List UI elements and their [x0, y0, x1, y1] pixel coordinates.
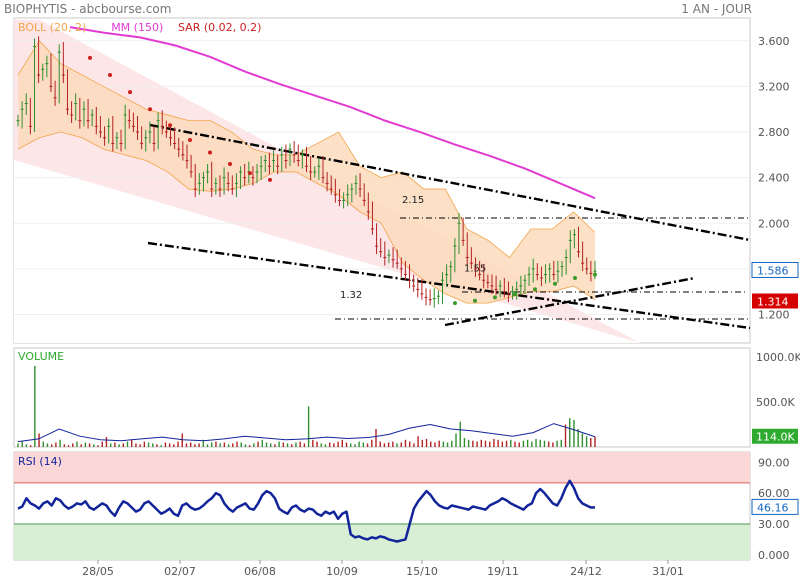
trend-line	[147, 241, 751, 330]
volume-tick-label: 1000.0K	[756, 351, 800, 364]
sar-dot	[268, 177, 272, 182]
sar-dot	[108, 73, 112, 78]
rsi-current-box	[751, 498, 799, 515]
sar-dot	[513, 291, 517, 296]
sar-dot	[453, 301, 457, 306]
sar-dot	[228, 161, 232, 166]
x-tick-label: 06/08	[244, 565, 276, 578]
sar-dot	[248, 171, 252, 176]
price-tick-label: 2.400	[758, 172, 790, 185]
price-tick-label: 1.200	[758, 308, 790, 321]
sar-dot	[128, 90, 132, 95]
level-annotation: 1.32	[340, 290, 362, 301]
moving-average-line	[69, 26, 596, 200]
sar-dot	[208, 150, 212, 155]
rsi-current-label: 46.16	[757, 501, 789, 514]
price-tick-label: 3.600	[758, 35, 790, 48]
bollinger-lower	[17, 131, 596, 304]
x-tick-label: 31/01	[652, 565, 684, 578]
sar-dot	[168, 123, 172, 128]
chart-header-title: BIOPHYTIS - abcbourse.com	[4, 2, 172, 16]
price-chart: 2.15 1.55 1.32 BOLL (20, 2) MM (150) SAR (0.0…	[14, 20, 751, 343]
sar-dot	[188, 138, 192, 143]
volume-tick-label: 500.0K	[756, 396, 795, 409]
sar-dot	[593, 272, 597, 277]
volume-chart: VOLUME	[17, 350, 596, 447]
trend-line	[444, 276, 696, 327]
rsi-tick-label: 90.00	[758, 456, 790, 469]
current-price-box	[751, 261, 799, 278]
x-tick-label: 28/05	[82, 565, 114, 578]
level-low-box	[752, 293, 798, 309]
sar-dot	[473, 298, 477, 303]
x-tick-label: 19/11	[487, 565, 519, 578]
chart-period-label[interactable]: 1 AN - JOUR	[681, 2, 752, 16]
rsi-tick-label: 60.00	[758, 487, 790, 500]
sar-dot	[573, 276, 577, 280]
rsi-tick-label: 30.00	[758, 518, 790, 531]
legend-entry: SAR (0.02, 0.2)	[178, 21, 261, 34]
sar-dot	[553, 281, 557, 286]
price-tick-label: 2.800	[758, 126, 790, 139]
price-tick-label: 2.000	[758, 217, 790, 230]
legend-entry: MM (150)	[111, 21, 163, 34]
price-tick-label: 3.200	[758, 80, 790, 93]
sar-dot	[88, 55, 92, 60]
sar-dot	[493, 295, 497, 300]
x-tick-label: 10/09	[326, 565, 358, 578]
volume-current-box	[752, 428, 798, 444]
sar-dot	[533, 287, 537, 292]
volume-average-line	[17, 423, 596, 443]
volume-current-label: 114.0K	[756, 431, 795, 444]
x-tick-label: 24/12	[570, 565, 602, 578]
level-annotation: 2.15	[402, 195, 424, 206]
axes: 3.6003.2002.8002.4002.0001.6001.2001.586…	[82, 35, 800, 578]
x-tick-label: 02/07	[164, 565, 196, 578]
volume-panel-frame	[13, 347, 751, 448]
level-annotation: 1.55	[464, 264, 486, 275]
rsi-line	[17, 479, 596, 543]
volume-title: VOLUME	[18, 350, 64, 363]
rsi-oversold-band	[14, 524, 750, 560]
level-low-label: 1.314	[757, 295, 789, 308]
x-tick-label: 15/10	[406, 565, 438, 578]
rsi-tick-label: 0.000	[758, 549, 790, 562]
sar-dot	[148, 107, 152, 112]
rsi-title: RSI (14)	[18, 455, 62, 468]
current-price-label: 1.586	[757, 264, 789, 277]
rsi-overbought-band	[14, 452, 750, 483]
legend-entry: BOLL (20, 2)	[18, 21, 86, 34]
rsi-chart: RSI (14)	[14, 452, 750, 560]
